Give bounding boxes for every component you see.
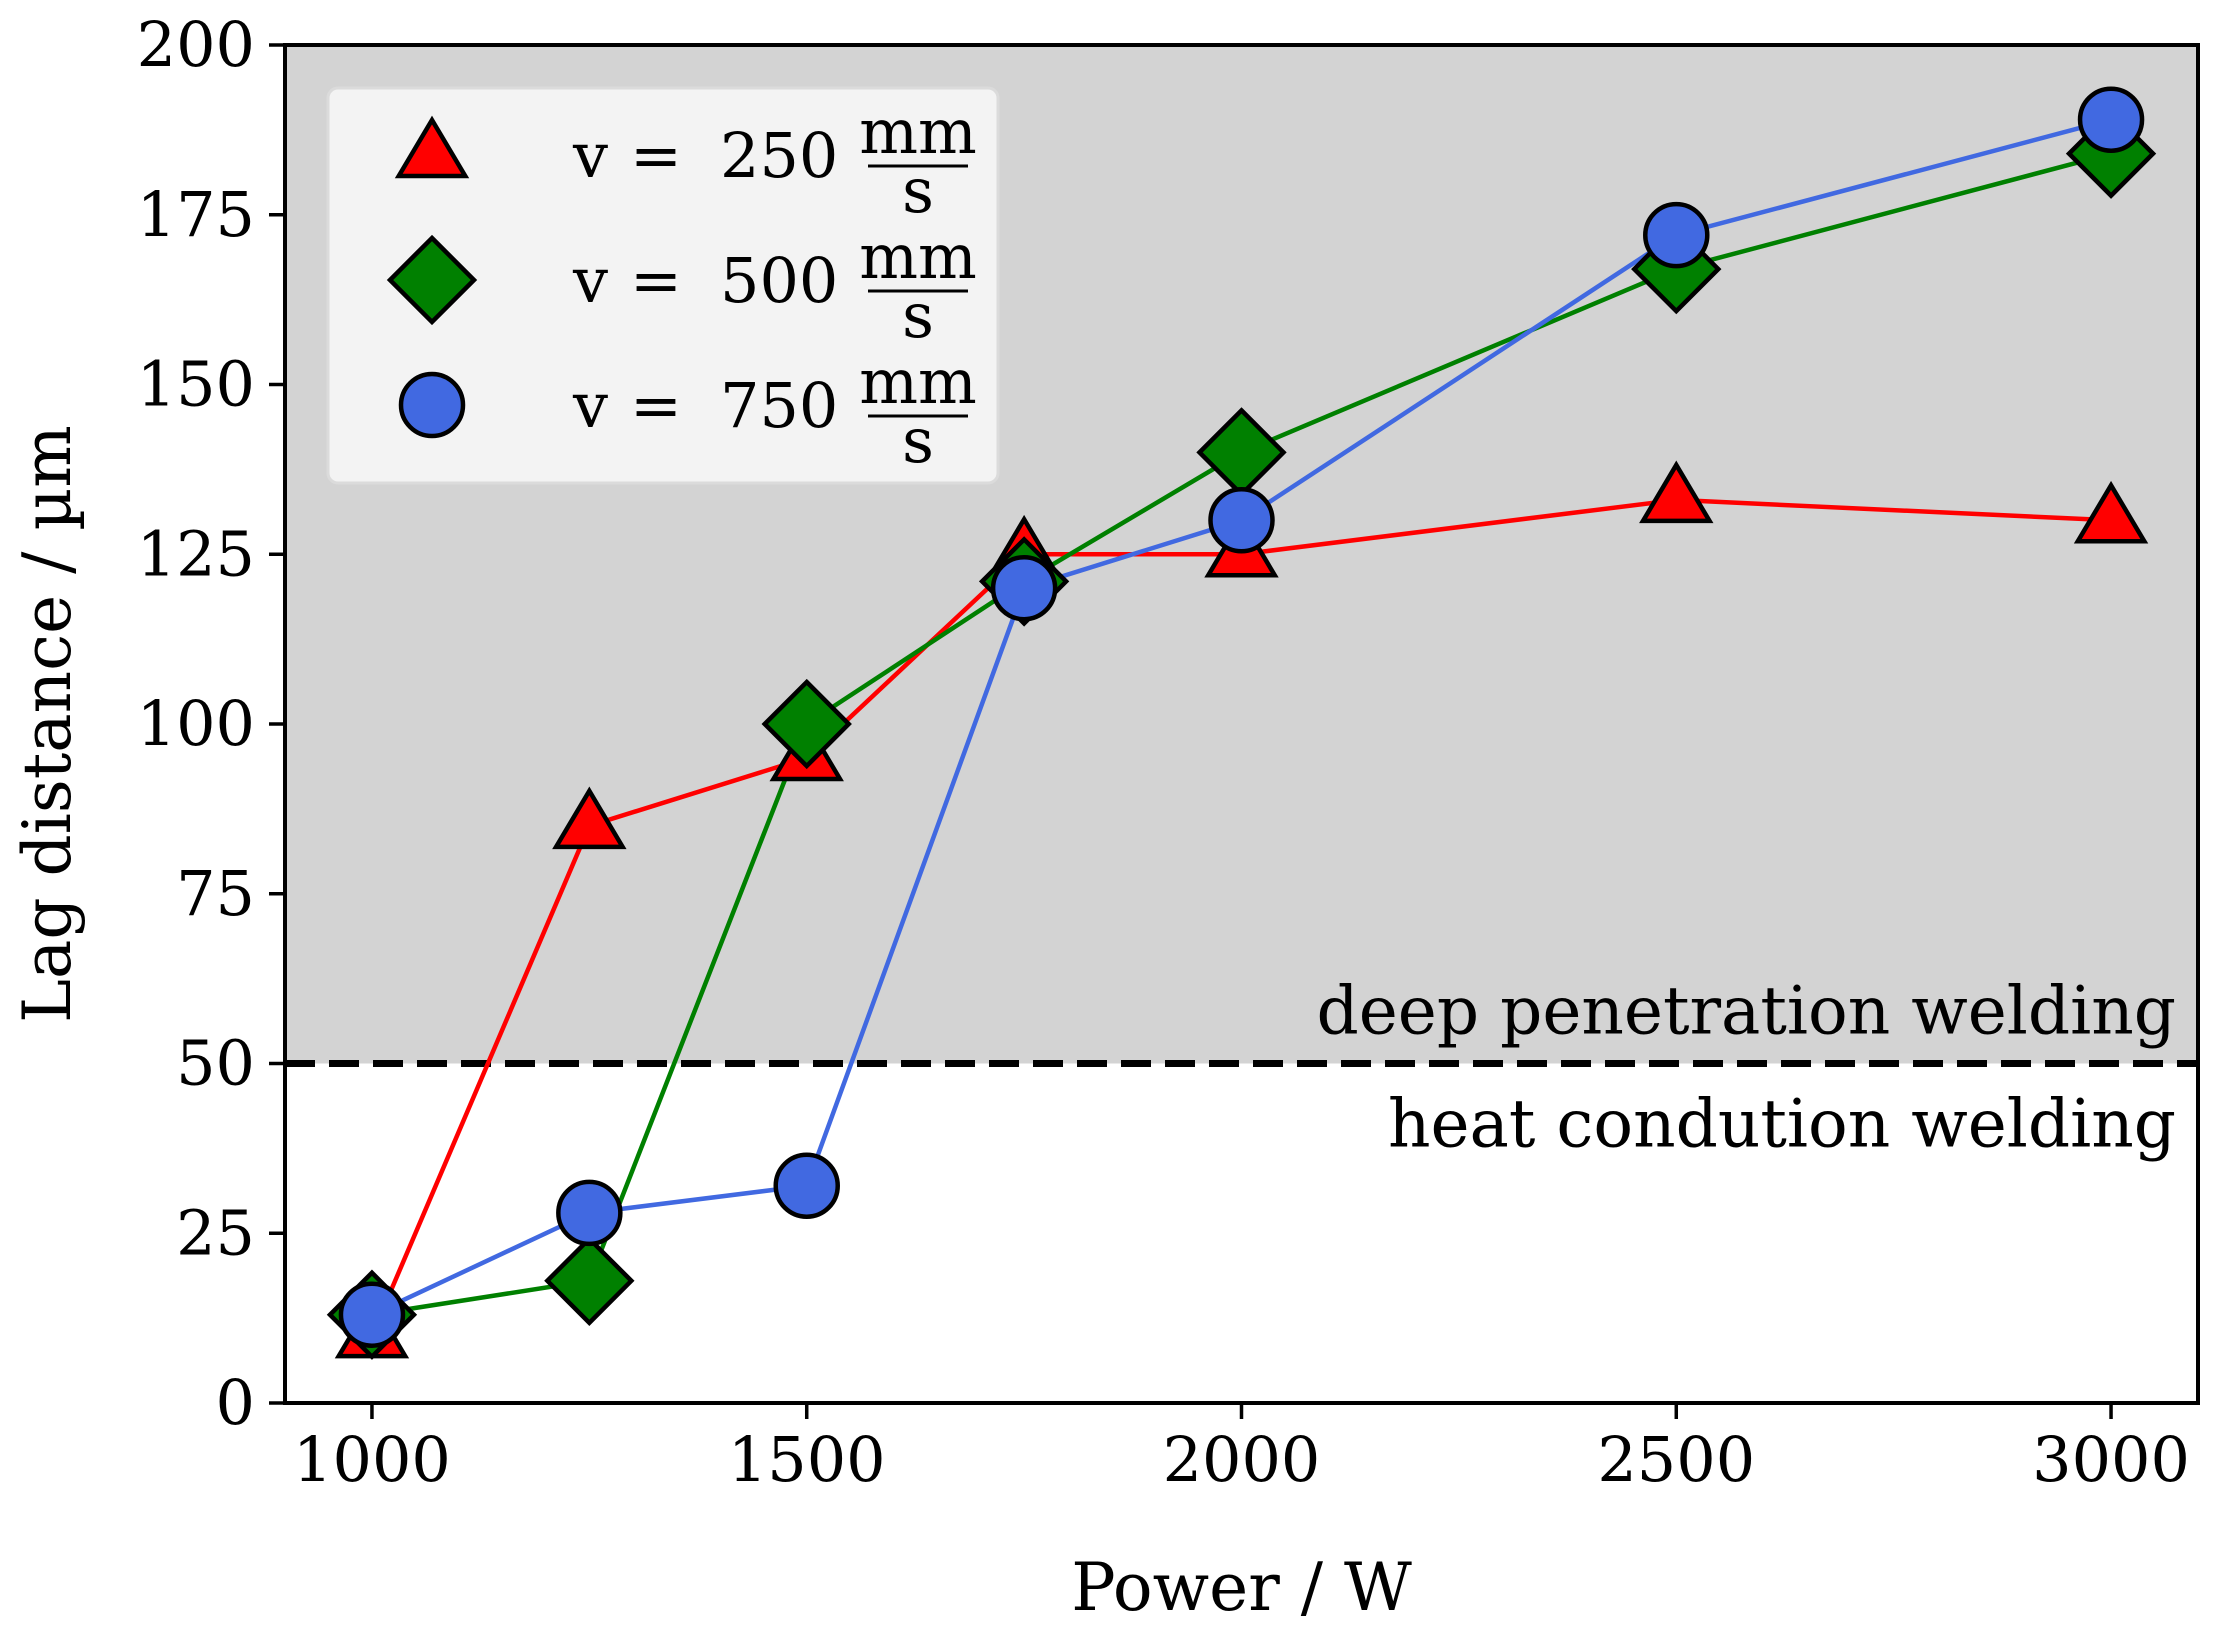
legend-value-1: 250 — [720, 119, 838, 192]
series-2-point-3 — [761, 678, 852, 770]
series-3-point-7 — [2077, 86, 2145, 153]
legend-unit-num-1: mm — [859, 95, 977, 168]
legend-unit-num-3: mm — [859, 345, 977, 418]
x-tick-label-1000: 1000 — [293, 1423, 451, 1496]
y-tick-label-175: 175 — [137, 178, 255, 251]
series-3-point-6 — [1643, 201, 1710, 269]
series-1-point-7 — [2073, 480, 2149, 544]
y-tick-label-150: 150 — [137, 348, 255, 421]
x-tick-label-2000: 2000 — [1163, 1423, 1321, 1496]
legend-marker-1 — [394, 115, 470, 179]
x-tick-label-1500: 1500 — [728, 1423, 886, 1496]
legend-math-2: v — [572, 244, 608, 317]
legend-value-2: 500 — [720, 244, 838, 317]
legend-eq-3: = — [630, 369, 682, 442]
legend-eq-1: = — [630, 119, 682, 192]
legend-unit-den-2: s — [902, 279, 934, 352]
region-label-heat: heat condution welding — [1388, 1086, 2176, 1163]
threshold-layer: deep penetration welding heat condution w… — [285, 973, 2198, 1163]
series-3-point-4 — [990, 554, 1058, 622]
legend-math-3: v — [572, 369, 608, 442]
y-tick-label-25: 25 — [176, 1196, 255, 1269]
series-2-point-2 — [544, 1235, 635, 1326]
y-tick-label-100: 100 — [137, 687, 255, 760]
legend-marker-3 — [398, 371, 466, 439]
y-axis-label: Lag distance / µm — [9, 425, 86, 1023]
y-tick-label-0: 0 — [216, 1366, 255, 1439]
legend-value-3: 750 — [720, 369, 838, 442]
region-label-deep: deep penetration welding — [1316, 973, 2176, 1050]
x-tick-label-2500: 2500 — [1597, 1423, 1755, 1496]
legend-unit-den-3: s — [902, 404, 934, 477]
y-tick-label-75: 75 — [176, 857, 255, 930]
legend-marker-2 — [386, 234, 478, 326]
legend-unit-num-2: mm — [859, 220, 977, 293]
legend-eq-2: = — [630, 244, 682, 317]
series-markers — [326, 86, 2157, 1360]
series-3-point-3 — [773, 1152, 840, 1219]
series-1-point-2 — [552, 786, 627, 850]
legend-box — [326, 86, 1000, 485]
y-tick-label-50: 50 — [176, 1027, 255, 1100]
x-axis-label: Power / W — [1071, 1549, 1412, 1626]
series-1-point-6 — [1639, 460, 1714, 524]
series-3-point-1 — [338, 1281, 406, 1348]
legend-math-1: v — [572, 119, 608, 192]
axes: 1000 1500 2000 2500 3000 0 25 50 75 100 125 150 175 2… — [9, 8, 2200, 1626]
series-3-point-2 — [556, 1179, 623, 1247]
series-3-point-5 — [1208, 487, 1275, 554]
y-tick-label-125: 125 — [137, 517, 255, 590]
y-tick-label-200: 200 — [137, 8, 255, 81]
legend-unit-den-1: s — [902, 154, 934, 227]
x-tick-label-3000: 3000 — [2032, 1423, 2190, 1496]
